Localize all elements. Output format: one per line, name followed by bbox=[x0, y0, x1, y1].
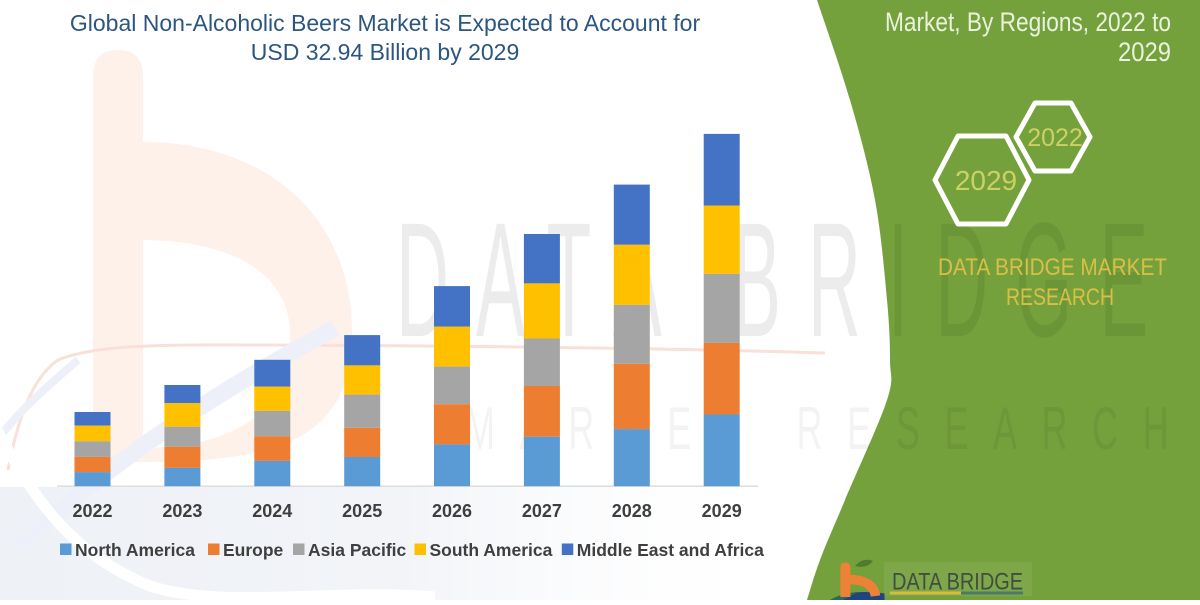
svg-text:Middle East and Africa: Middle East and Africa bbox=[577, 540, 764, 560]
svg-text:2029: 2029 bbox=[955, 165, 1017, 196]
svg-text:2023: 2023 bbox=[162, 501, 202, 521]
svg-text:2028: 2028 bbox=[612, 501, 652, 521]
svg-text:South America: South America bbox=[430, 540, 553, 560]
svg-text:Market, By Regions, 2022 to: Market, By Regions, 2022 to bbox=[885, 7, 1171, 37]
svg-text:Europe: Europe bbox=[223, 540, 284, 560]
svg-text:DATA BRIDGE: DATA BRIDGE bbox=[892, 569, 1023, 596]
svg-text:2026: 2026 bbox=[432, 501, 472, 521]
svg-text:North America: North America bbox=[75, 540, 195, 560]
svg-text:DATA BRIDGE MARKET: DATA BRIDGE MARKET bbox=[938, 254, 1167, 281]
svg-text:2029: 2029 bbox=[1118, 37, 1171, 67]
svg-text:Asia Pacific: Asia Pacific bbox=[308, 540, 407, 560]
svg-text:2029: 2029 bbox=[702, 501, 742, 521]
svg-text:2024: 2024 bbox=[252, 501, 292, 521]
svg-text:RESEARCH: RESEARCH bbox=[1006, 284, 1114, 311]
svg-text:2022: 2022 bbox=[72, 501, 112, 521]
svg-text:2027: 2027 bbox=[522, 501, 562, 521]
svg-text:2025: 2025 bbox=[342, 501, 382, 521]
svg-text:2022: 2022 bbox=[1027, 124, 1083, 152]
